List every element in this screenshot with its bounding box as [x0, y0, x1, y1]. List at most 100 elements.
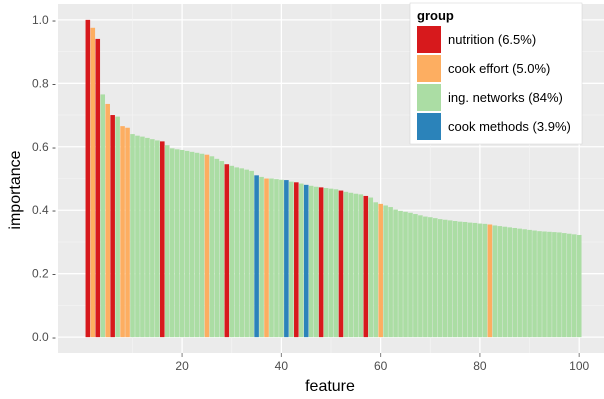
bar-nutrition [363, 195, 369, 338]
bar-ing-networks [428, 217, 433, 338]
bar-ing-networks [423, 216, 428, 338]
bar-ing-networks [552, 232, 557, 338]
bar-ing-networks [308, 185, 314, 338]
bar-ing-networks [492, 225, 498, 338]
bar-nutrition [294, 182, 299, 338]
bar-ing-networks [179, 149, 185, 338]
bar-ing-networks [234, 167, 240, 338]
bar-ing-networks [512, 227, 517, 338]
bar-ing-networks [244, 169, 249, 338]
bar-ing-networks [562, 233, 567, 338]
bar-ing-networks [442, 219, 448, 338]
bar-ing-networks [115, 116, 120, 338]
bar-nutrition [338, 190, 344, 338]
bar-ing-networks [174, 149, 180, 338]
y-tick-label: 0.4 - [32, 203, 56, 217]
bar-ing-networks [408, 212, 413, 338]
legend-key-swatch [417, 55, 441, 82]
bar-ing-networks [169, 148, 175, 338]
y-tick-label: 0.6 - [32, 140, 56, 154]
x-tick-label: 40 [275, 359, 289, 373]
x-tick-label: 80 [473, 359, 487, 373]
bar-cook-effort [378, 203, 383, 338]
bar-ing-networks [571, 234, 577, 338]
x-tick-label: 100 [569, 359, 589, 373]
bar-ing-networks [135, 135, 140, 338]
bar-ing-networks [532, 230, 537, 338]
bar-ing-networks [383, 205, 388, 338]
y-tick-label: 1.0 - [32, 13, 56, 27]
bar-ing-networks [249, 170, 254, 338]
bar-ing-networks [348, 192, 354, 338]
bar-ing-networks [462, 221, 468, 338]
bar-ing-networks [219, 161, 225, 338]
bar-ing-networks [298, 183, 304, 338]
bar-ing-networks [537, 231, 542, 338]
bar-ing-networks [289, 181, 294, 338]
bar-ing-networks [457, 221, 463, 338]
bar-cook-effort [204, 154, 210, 338]
bar-ing-networks [209, 156, 215, 338]
bar-ing-networks [522, 229, 527, 338]
bar-ing-networks [517, 228, 522, 338]
bar-ing-networks [199, 153, 205, 338]
bar-ing-networks [343, 191, 349, 338]
legend-title: group [417, 8, 454, 23]
bar-ing-networks [145, 137, 150, 338]
bar-ing-networks [150, 139, 155, 338]
bar-ing-networks [452, 221, 458, 338]
bar-ing-networks [447, 220, 453, 338]
x-axis-ticks: 20 40 60 80 100 [175, 353, 590, 373]
legend-key-swatch [417, 84, 441, 111]
bar-ing-networks [353, 193, 359, 338]
bar-cook-effort [487, 224, 493, 338]
bar-ing-networks [527, 229, 532, 338]
bar-ing-networks [393, 209, 398, 338]
bar-ing-networks [328, 188, 334, 338]
bar-ing-networks [502, 226, 508, 338]
bar-ing-networks [567, 233, 572, 338]
bar-ing-networks [403, 211, 408, 338]
legend-key-swatch [417, 26, 441, 53]
bar-ing-networks [576, 234, 582, 338]
y-tick-label: 0.2 - [32, 267, 56, 281]
bar-ing-networks [398, 210, 403, 338]
bar-ing-networks [189, 151, 195, 338]
bar-ing-networks [557, 232, 562, 338]
legend-entry-label: ing. networks (84%) [448, 90, 563, 105]
legend-entry-label: nutrition (6.5%) [448, 32, 536, 47]
bar-ing-networks [184, 150, 190, 338]
bar-nutrition [318, 187, 324, 338]
bar-cook-effort [105, 103, 110, 338]
x-tick-label: 60 [374, 359, 388, 373]
bar-ing-networks [542, 231, 547, 338]
bar-ing-networks [437, 219, 443, 338]
y-tick-label: 0.0 - [32, 330, 56, 344]
legend-entry-label: cook effort (5.0%) [448, 61, 550, 76]
bar-cook-methods [284, 180, 289, 338]
bar-ing-networks [418, 215, 423, 338]
bar-nutrition [95, 38, 101, 338]
bar-ing-networks [482, 223, 488, 338]
bar-ing-networks [368, 197, 374, 338]
bar-ing-networks [413, 214, 418, 338]
bars [85, 19, 582, 338]
bar-cook-methods [254, 175, 259, 338]
bar-ing-networks [333, 189, 339, 338]
bar-ing-networks [323, 188, 329, 338]
bar-nutrition [110, 115, 115, 338]
bar-ing-networks [507, 227, 513, 338]
legend: group nutrition (6.5%) cook effort (5.0%)… [409, 2, 583, 145]
bar-ing-networks [433, 218, 438, 338]
bar-ing-networks [358, 194, 364, 338]
x-tick-label: 20 [175, 359, 189, 373]
bar-nutrition [160, 141, 165, 338]
bar-ing-networks [547, 231, 552, 338]
bar-cook-effort [90, 27, 96, 338]
bar-ing-networks [313, 186, 319, 338]
y-tick-label: 0.8 - [32, 76, 56, 90]
legend-entry-label: cook methods (3.9%) [448, 119, 571, 134]
bar-ing-networks [269, 178, 274, 338]
bar-ing-networks [130, 134, 135, 338]
